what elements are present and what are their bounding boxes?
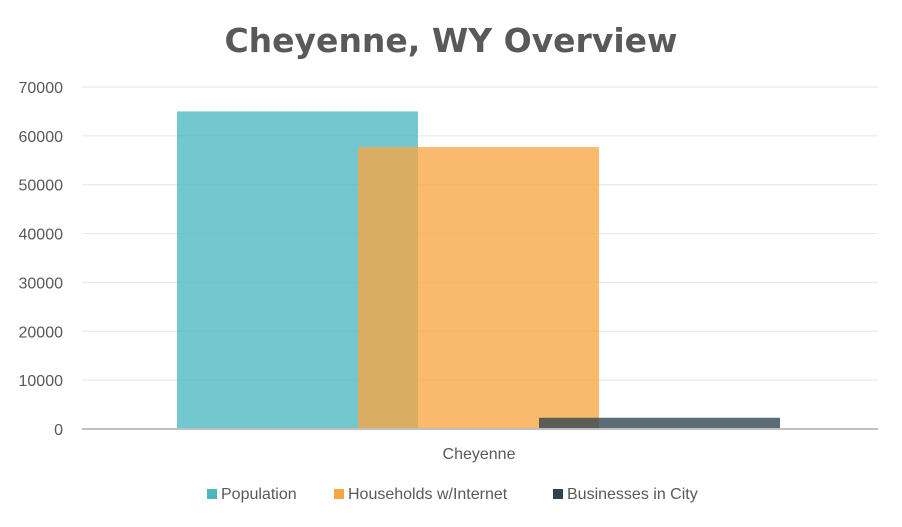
legend-swatch [553, 489, 563, 499]
y-tick-label: 40000 [19, 227, 64, 244]
legend-item: Population [207, 486, 297, 503]
legend-label: Households w/Internet [348, 486, 508, 503]
legend-item: Households w/Internet [334, 486, 508, 503]
legend-swatch [207, 489, 217, 499]
legend-label: Population [221, 486, 297, 503]
bars [177, 111, 780, 429]
bar-businesses-in-city [539, 417, 780, 429]
legend: Population Households w/Internet Businesse… [207, 486, 698, 503]
y-tick-label: 10000 [19, 373, 64, 390]
y-tick-label: 50000 [19, 178, 64, 195]
y-tick-label: 30000 [19, 275, 64, 292]
y-axis-ticks: 0 10000 20000 30000 40000 50000 60000 70000 [19, 80, 64, 439]
legend-item: Businesses in City [553, 486, 698, 503]
bar-households-w-internet [358, 147, 599, 429]
legend-label: Businesses in City [567, 486, 698, 503]
y-tick-label: 70000 [19, 80, 64, 97]
y-tick-label: 0 [54, 422, 63, 439]
y-tick-label: 60000 [19, 129, 64, 146]
y-tick-label: 20000 [19, 324, 64, 341]
x-axis-categories: Cheyenne [443, 446, 516, 463]
chart-title: Cheyenne, WY Overview [224, 21, 677, 60]
legend-swatch [334, 489, 344, 499]
x-category-label: Cheyenne [443, 446, 516, 463]
